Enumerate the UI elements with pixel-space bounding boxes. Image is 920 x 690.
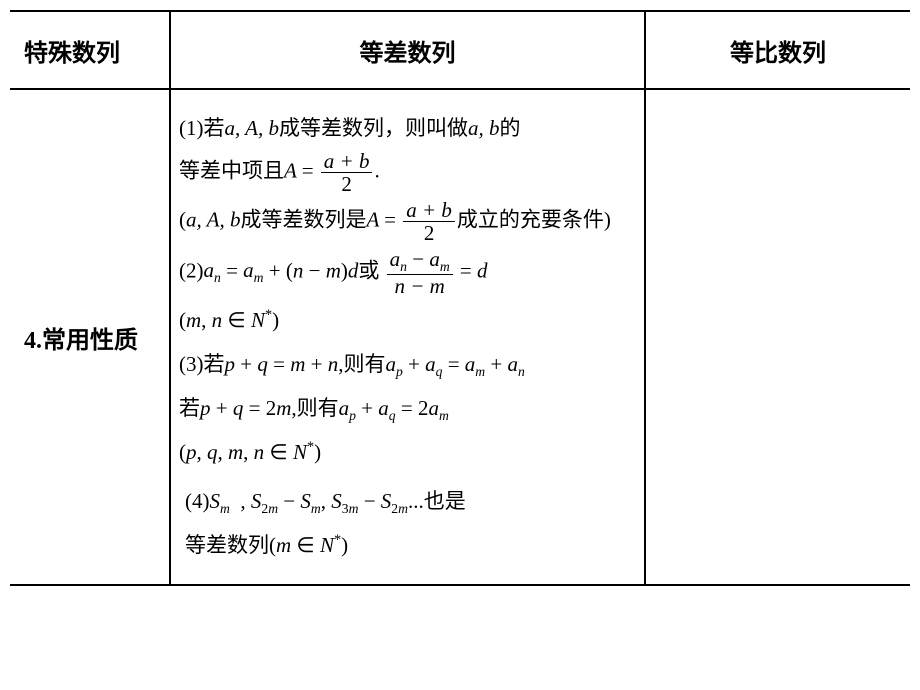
header-col2: 等差数列: [170, 11, 645, 89]
row-label: 4.常用性质: [10, 89, 170, 585]
prop3-cond: (p, q, m, n ∈ N*): [179, 433, 636, 473]
prop3-line1: (3)若p + q = m + n,则有ap + aq = am + an: [179, 345, 636, 385]
prop1-line2: 等差中项且A = a + b2.: [179, 150, 636, 195]
prop4-line1: (4)Sm , S2m − Sm, S3m − S2m...也是: [179, 482, 636, 522]
prop1-note: (a, A, b成等差数列是A = a + b2成立的充要条件): [179, 199, 636, 244]
header-col3: 等比数列: [645, 11, 910, 89]
body-row: 4.常用性质 (1)若a, A, b成等差数列，则叫做a, b的 等差中项且A …: [10, 89, 910, 585]
prop2-line1: (2)an = am + (n − m)d或 an − amn − m = d: [179, 248, 636, 297]
header-row: 特殊数列 等差数列 等比数列: [10, 11, 910, 89]
arithmetic-cell: (1)若a, A, b成等差数列，则叫做a, b的 等差中项且A = a + b…: [170, 89, 645, 585]
prop1-line1: (1)若a, A, b成等差数列，则叫做a, b的: [179, 112, 636, 146]
prop4-line2: 等差数列(m ∈ N*): [179, 526, 636, 566]
header-col1: 特殊数列: [10, 11, 170, 89]
prop3-line2: 若p + q = 2m,则有ap + aq = 2am: [179, 389, 636, 429]
prop2-cond: (m, n ∈ N*): [179, 301, 636, 341]
sequence-table: 特殊数列 等差数列 等比数列 4.常用性质 (1)若a, A, b成等差数列，则…: [10, 10, 910, 586]
geometric-cell: [645, 89, 910, 585]
